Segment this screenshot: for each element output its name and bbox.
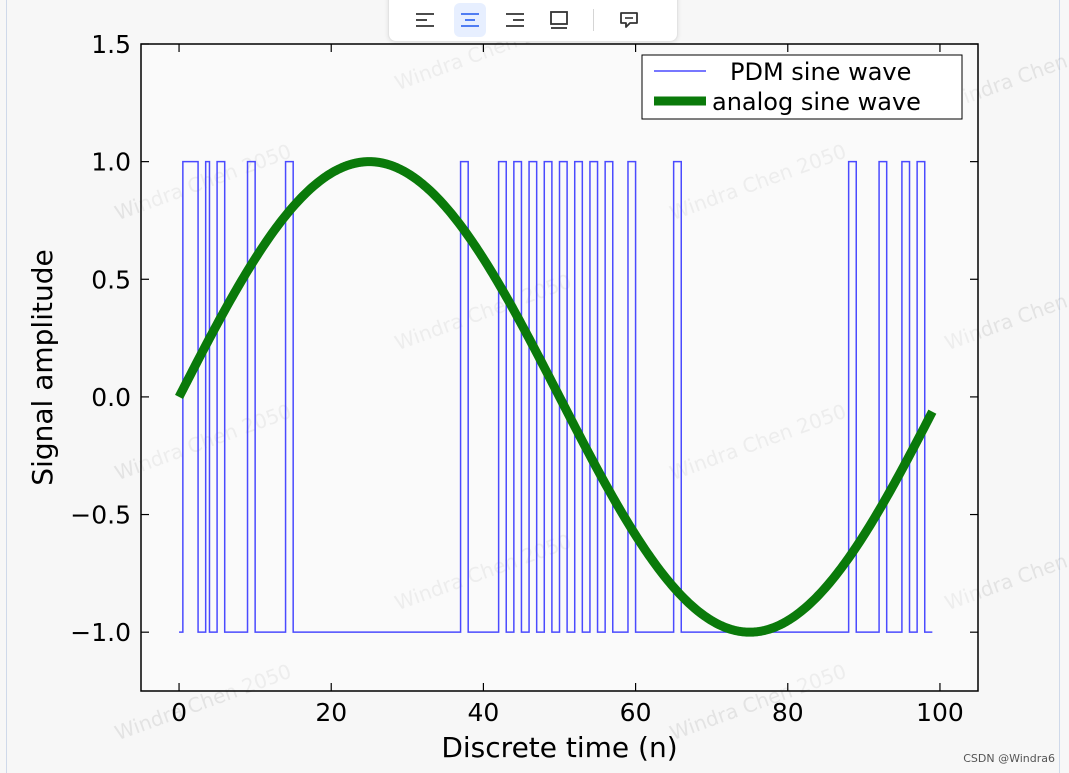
legend-label-analog: analog sine wave: [712, 88, 921, 116]
x-tick-label: 0: [171, 698, 187, 727]
series-layer: [175, 157, 937, 637]
align-center-icon: [460, 13, 479, 27]
comment-button[interactable]: [612, 3, 645, 37]
analog-series-line: [175, 157, 937, 637]
y-tick-label: 1.5: [91, 30, 131, 59]
x-tick-label: 40: [468, 698, 500, 727]
tick-labels: 0 20 40 60 80 100 1.5 1.0 0.5 0.0 −0.5 −1.0: [70, 30, 964, 727]
y-tick-label: 0.5: [91, 265, 131, 294]
image-frame-icon: [550, 11, 569, 29]
x-tick-label: 100: [916, 698, 964, 727]
legend-box: [641, 54, 963, 120]
align-right-button[interactable]: [498, 3, 531, 37]
legend-label-pdm: PDM sine wave: [730, 58, 911, 86]
x-axis-title: Discrete time (n): [441, 731, 677, 764]
image-frame-button[interactable]: [543, 3, 576, 37]
y-tick-label: −0.5: [70, 501, 131, 530]
pdm-series-line: [179, 160, 933, 633]
y-tick-label: −1.0: [70, 618, 131, 647]
y-tick-label: 1.0: [91, 148, 131, 177]
align-center-button[interactable]: [453, 3, 487, 37]
image-toolbar: [388, 0, 678, 42]
x-tick-label: 80: [772, 698, 804, 727]
y-axis-title: Signal amplitude: [26, 249, 59, 485]
right-rule: [1059, 0, 1060, 773]
x-tick-label: 60: [620, 698, 652, 727]
x-tick-label: 20: [315, 698, 347, 727]
align-left-button[interactable]: [409, 3, 442, 37]
y-tick-label: 0.0: [91, 383, 131, 412]
toolbar-separator: [593, 9, 595, 31]
comment-icon: [619, 12, 638, 28]
csdn-credit: CSDN @Windra6: [963, 752, 1055, 765]
plot-border: [140, 43, 979, 692]
align-right-icon: [505, 13, 524, 27]
left-rule: [6, 0, 7, 773]
legend: PDM sine wave analog sine wave: [641, 54, 963, 120]
align-left-icon: [416, 13, 435, 27]
